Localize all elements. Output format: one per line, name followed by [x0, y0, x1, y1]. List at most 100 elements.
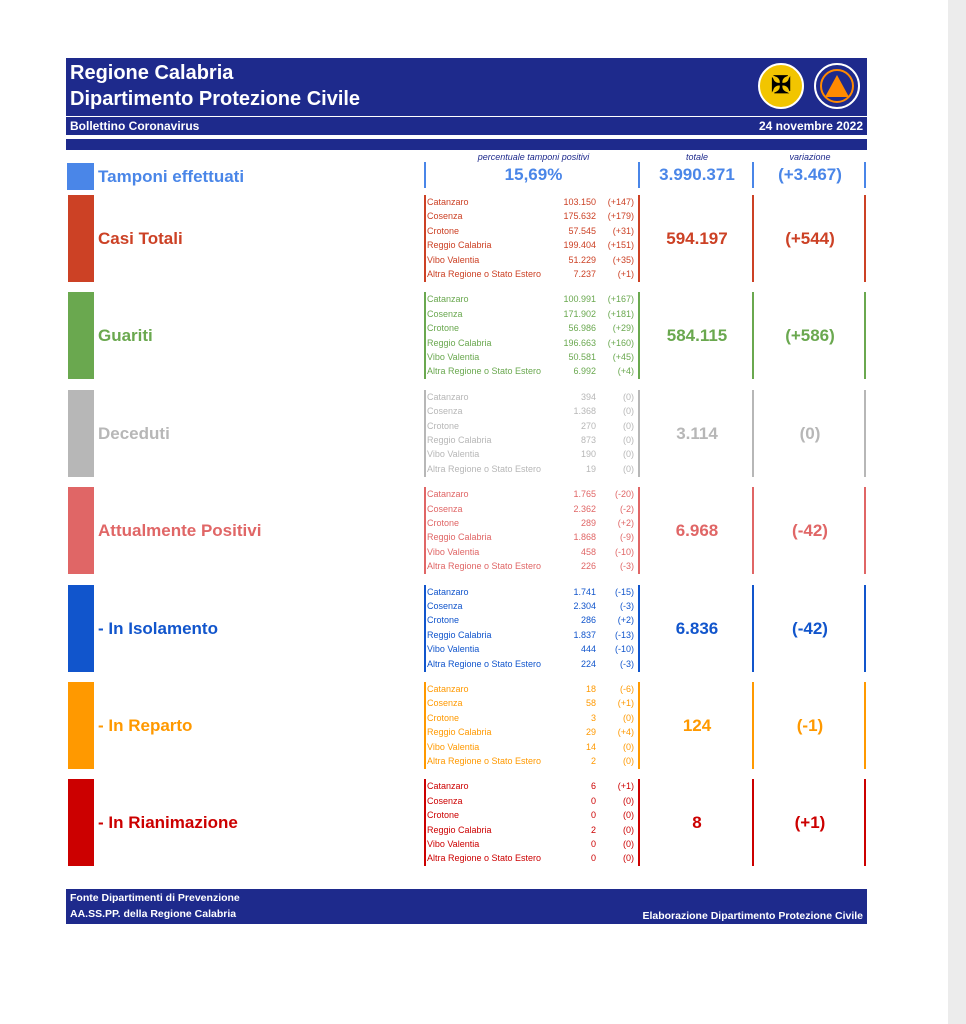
province-name: Crotone	[427, 323, 460, 334]
province-name: Reggio Calabria	[427, 240, 492, 251]
section-divider	[424, 195, 426, 282]
bulletin-subtitle: Bollettino Coronavirus	[70, 119, 200, 133]
province-name: Altra Regione o Stato Estero	[427, 366, 542, 377]
province-value: 14	[585, 741, 596, 752]
tamponi-color-square	[67, 163, 94, 190]
section-divider	[752, 779, 754, 867]
province-row: Crotone 286 (+2)	[427, 613, 640, 627]
province-value: 394	[580, 391, 596, 402]
section-divider	[864, 681, 866, 769]
section-divider	[424, 779, 426, 867]
province-value: 289	[580, 517, 596, 528]
province-name: Altra Regione o Stato Estero	[427, 658, 542, 669]
province-name: Vibo Valentia	[427, 838, 480, 849]
province-name: Catanzaro	[427, 489, 469, 500]
province-value: 100.991	[563, 294, 596, 305]
province-row: Vibo Valentia 50.581 (+45)	[427, 350, 640, 364]
province-name: Crotone	[427, 517, 460, 528]
tamponi-divider	[752, 162, 754, 188]
province-delta: (0)	[623, 741, 634, 752]
region-coat-of-arms-icon: ✠	[758, 63, 804, 109]
province-value: 224	[580, 658, 596, 669]
province-delta: (+151)	[607, 240, 634, 251]
section-color-bar	[68, 681, 94, 769]
province-name: Altra Regione o Stato Estero	[427, 755, 542, 766]
province-delta: (0)	[623, 420, 634, 431]
province-row: Vibo Valentia 458 (-10)	[427, 545, 640, 559]
province-name: Reggio Calabria	[427, 824, 492, 835]
section-label: - In Rianimazione	[98, 813, 238, 833]
variation-column-header: variazione	[789, 152, 831, 162]
province-row: Cosenza 171.902 (+181)	[427, 307, 640, 321]
section-divider	[424, 487, 426, 575]
section-0: Casi Totali Catanzaro 103.150 (+147) Cosenza…	[66, 195, 867, 292]
section-divider	[864, 487, 866, 575]
section-4: - In Isolamento Catanzaro 1.741 (-15) Cosenz…	[66, 584, 867, 682]
section-divider	[864, 389, 866, 477]
province-delta: (+1)	[617, 269, 634, 279]
section-divider	[864, 195, 866, 282]
province-delta: (+167)	[607, 294, 634, 305]
province-delta: (+147)	[607, 197, 634, 207]
province-value: 171.902	[563, 308, 596, 319]
section-divider	[752, 389, 754, 477]
province-value: 458	[580, 546, 596, 557]
section-divider	[638, 681, 640, 769]
province-delta: (+1)	[617, 781, 634, 792]
province-name: Reggio Calabria	[427, 727, 492, 738]
section-divider	[752, 584, 754, 672]
province-name: Crotone	[427, 615, 460, 626]
section-divider	[638, 389, 640, 477]
province-row: Crotone 56.986 (+29)	[427, 321, 640, 335]
province-value: 1.741	[573, 586, 596, 597]
province-delta: (-9)	[620, 532, 634, 543]
sections-list: Casi Totali Catanzaro 103.150 (+147) Cosenza…	[66, 195, 867, 877]
province-delta: (0)	[623, 838, 634, 849]
tamponi-variation: (+3.467)	[778, 165, 842, 184]
province-row: Crotone 57.545 (+31)	[427, 224, 640, 238]
scrollbar[interactable]	[948, 0, 966, 1024]
province-value: 51.229	[568, 254, 596, 265]
footer-banner: Fonte Dipartimenti di Prevenzione AA.SS.…	[66, 889, 867, 924]
province-delta: (0)	[623, 434, 634, 445]
tamponi-total: 3.990.371	[659, 165, 735, 184]
section-divider	[424, 584, 426, 672]
province-value: 270	[580, 420, 596, 431]
province-delta: (-20)	[614, 489, 634, 500]
section-label: Guariti	[98, 326, 153, 346]
province-name: Cosenza	[427, 795, 463, 806]
province-list: Catanzaro 103.150 (+147) Cosenza 175.632 (+17…	[427, 195, 640, 282]
province-row: Vibo Valentia 190 (0)	[427, 447, 640, 461]
province-name: Reggio Calabria	[427, 337, 492, 348]
province-row: Crotone 0 (0)	[427, 808, 640, 822]
province-list: Catanzaro 394 (0) Cosenza 1.368 (0) Crotone 270…	[427, 390, 640, 477]
bulletin-date: 24 novembre 2022	[758, 119, 863, 133]
province-row: Vibo Valentia 14 (0)	[427, 740, 640, 754]
section-3: Attualmente Positivi Catanzaro 1.765 (-20) C…	[66, 487, 867, 584]
section-color-bar	[68, 389, 94, 477]
province-value: 57.545	[568, 225, 596, 236]
province-value: 3	[590, 712, 596, 723]
tamponi-percent: 15,69%	[504, 165, 563, 184]
province-name: Vibo Valentia	[427, 644, 480, 655]
section-2: Deceduti Catanzaro 394 (0) Cosenza 1.368 (0) Cr…	[66, 389, 867, 487]
tamponi-divider	[638, 162, 640, 188]
province-row: Cosenza 175.632 (+179)	[427, 209, 640, 223]
province-name: Reggio Calabria	[427, 629, 492, 640]
province-list: Catanzaro 6 (+1) Cosenza 0 (0) Crotone 0 (0) Regg…	[427, 779, 640, 866]
province-name: Crotone	[427, 712, 460, 723]
province-value: 7.237	[573, 269, 596, 279]
province-row: Altra Regione o Stato Estero 6.992 (+4)	[427, 364, 640, 378]
section-total: 6.836	[675, 618, 719, 638]
province-name: Crotone	[427, 225, 460, 236]
province-name: Cosenza	[427, 503, 463, 514]
header-underbar	[66, 139, 867, 150]
province-name: Catanzaro	[427, 781, 469, 792]
province-delta: (+2)	[617, 517, 634, 528]
province-row: Vibo Valentia 51.229 (+35)	[427, 253, 640, 267]
section-label: Casi Totali	[98, 229, 183, 248]
province-value: 6	[590, 781, 596, 792]
province-value: 1.837	[573, 629, 596, 640]
section-variation: (-42)	[792, 618, 828, 638]
section-divider	[752, 292, 754, 380]
